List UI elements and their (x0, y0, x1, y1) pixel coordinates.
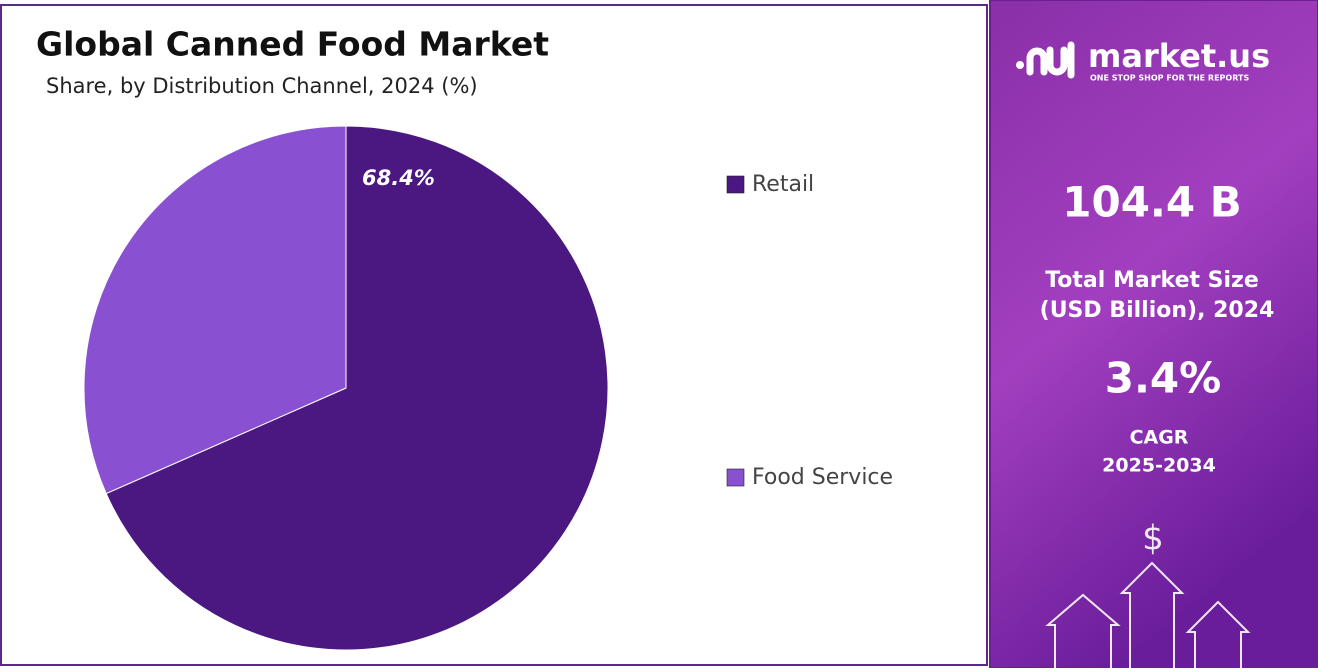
market-size: 104.4 B (1062, 178, 1241, 227)
cagr-caption: 2025-2034 (1102, 455, 1216, 477)
pie-slice (105, 125, 609, 651)
brand-tagline: ONE STOP SHOP FOR THE REPORTS (1090, 74, 1249, 83)
legend-label: Food Service (752, 465, 893, 490)
cagr-caption: CAGR (1130, 427, 1189, 449)
legend-swatch (726, 175, 745, 194)
market-size-caption: Total Market Size (1045, 268, 1259, 293)
pie: 68.4% (83, 125, 609, 651)
side-panel (989, 0, 1318, 669)
chart-subtitle: Share, by Distribution Channel, 2024 (%) (46, 74, 478, 98)
growth-arrows: $ (1045, 519, 1251, 668)
cagr: 3.4% (1105, 354, 1221, 403)
chart-title: Global Canned Food Market (36, 25, 549, 64)
brand-logo (1016, 41, 1075, 79)
legend-label: Retail (752, 172, 814, 197)
pie-slice (83, 125, 347, 495)
legend-swatch (726, 468, 745, 487)
market-size-caption: (USD Billion), 2024 (1040, 298, 1275, 323)
brand-name: market.us (1088, 37, 1270, 75)
legend: Retail Food Service (726, 172, 893, 490)
value-label: 68.4% (362, 166, 435, 190)
svg-text:$: $ (1142, 519, 1164, 559)
